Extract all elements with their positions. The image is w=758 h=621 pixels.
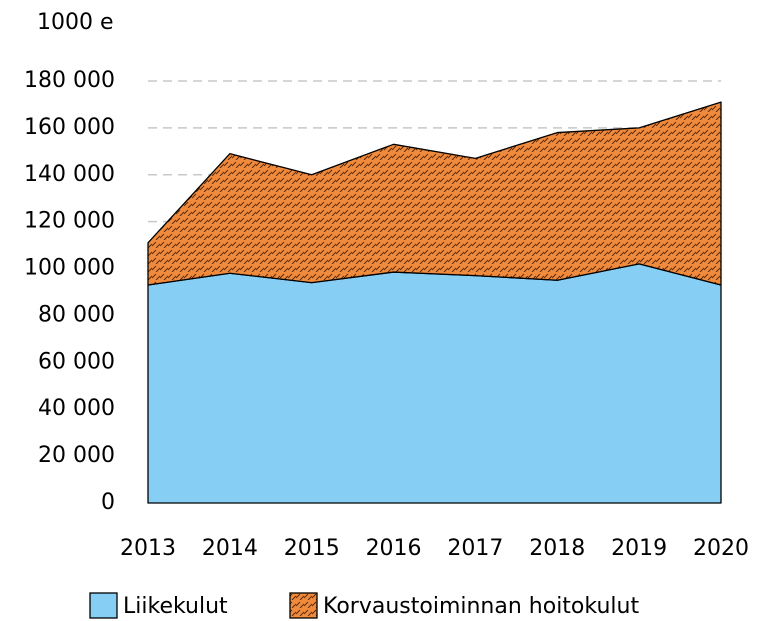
y-tick-label: 120 000 <box>24 209 115 234</box>
y-tick-label: 140 000 <box>24 162 115 187</box>
y-tick-label: 20 000 <box>38 443 115 468</box>
area <box>147 263 722 504</box>
y-tick-label: 160 000 <box>24 115 115 140</box>
y-tick-label: 180 000 <box>24 68 115 93</box>
y-tick-label: 60 000 <box>38 349 115 374</box>
legend-swatch <box>289 592 318 619</box>
y-tick-label: 40 000 <box>38 396 115 421</box>
x-tick-label: 2020 <box>693 536 749 561</box>
x-tick-label: 2015 <box>284 536 340 561</box>
y-unit-label: 1000 e <box>37 10 114 35</box>
x-tick-label: 2016 <box>366 536 422 561</box>
legend-swatch <box>89 592 118 619</box>
area <box>147 101 722 286</box>
y-tick-label: 100 000 <box>24 256 115 281</box>
y-tick-label: 0 <box>101 490 115 515</box>
y-tick-label: 80 000 <box>38 302 115 327</box>
legend-label: Liikekulut <box>123 594 228 619</box>
legend-label: Korvaustoiminnan hoitokulut <box>323 594 639 619</box>
x-tick-label: 2018 <box>529 536 585 561</box>
x-tick-label: 2017 <box>447 536 503 561</box>
x-tick-label: 2019 <box>611 536 667 561</box>
x-tick-label: 2014 <box>202 536 258 561</box>
x-tick-label: 2013 <box>120 536 176 561</box>
